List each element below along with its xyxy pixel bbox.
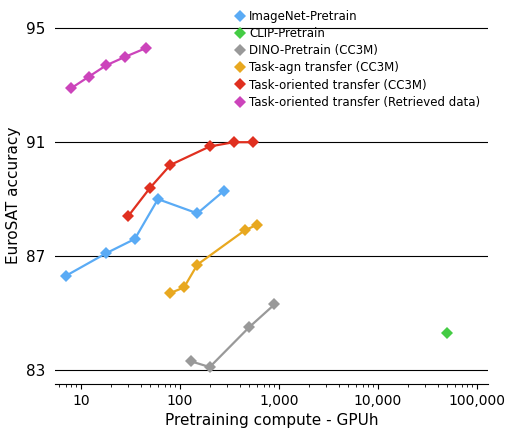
ImageNet-Pretrain	[221, 188, 227, 193]
Task-agn transfer (CC3M)	[194, 262, 200, 267]
DINO-Pretrain (CC3M)	[188, 359, 194, 364]
Task-oriented transfer (Retrieved data)	[103, 63, 109, 68]
Legend: ImageNet-Pretrain, CLIP-Pretrain, DINO-Pretrain (CC3M), Task-agn transfer (CC3M): ImageNet-Pretrain, CLIP-Pretrain, DINO-P…	[233, 8, 482, 111]
Task-oriented transfer (CC3M)	[125, 214, 131, 219]
Task-oriented transfer (CC3M)	[250, 140, 257, 145]
Task-oriented transfer (Retrieved data)	[142, 46, 148, 51]
Task-oriented transfer (Retrieved data)	[122, 54, 129, 59]
Y-axis label: EuroSAT accuracy: EuroSAT accuracy	[6, 126, 20, 263]
Task-oriented transfer (Retrieved data)	[68, 85, 74, 91]
Task-oriented transfer (CC3M)	[167, 162, 174, 168]
ImageNet-Pretrain	[103, 250, 109, 256]
Task-oriented transfer (CC3M)	[231, 140, 237, 145]
ImageNet-Pretrain	[132, 237, 138, 242]
Task-agn transfer (CC3M)	[167, 290, 174, 296]
Line: Task-agn transfer (CC3M): Task-agn transfer (CC3M)	[166, 220, 262, 298]
Task-agn transfer (CC3M)	[254, 222, 260, 227]
Line: DINO-Pretrain (CC3M): DINO-Pretrain (CC3M)	[187, 300, 279, 372]
Task-agn transfer (CC3M)	[181, 285, 187, 290]
Task-oriented transfer (Retrieved data)	[86, 74, 92, 79]
ImageNet-Pretrain	[62, 273, 69, 279]
DINO-Pretrain (CC3M)	[246, 325, 252, 330]
DINO-Pretrain (CC3M)	[271, 302, 278, 307]
Line: ImageNet-Pretrain: ImageNet-Pretrain	[61, 186, 229, 280]
Task-agn transfer (CC3M)	[242, 228, 248, 233]
DINO-Pretrain (CC3M)	[207, 365, 213, 370]
Line: Task-oriented transfer (Retrieved data): Task-oriented transfer (Retrieved data)	[67, 44, 150, 92]
Line: Task-oriented transfer (CC3M): Task-oriented transfer (CC3M)	[124, 138, 258, 221]
Task-oriented transfer (CC3M)	[207, 144, 213, 149]
X-axis label: Pretraining compute - GPUh: Pretraining compute - GPUh	[165, 414, 378, 428]
Task-oriented transfer (CC3M)	[147, 185, 153, 191]
ImageNet-Pretrain	[194, 211, 200, 216]
ImageNet-Pretrain	[155, 197, 161, 202]
